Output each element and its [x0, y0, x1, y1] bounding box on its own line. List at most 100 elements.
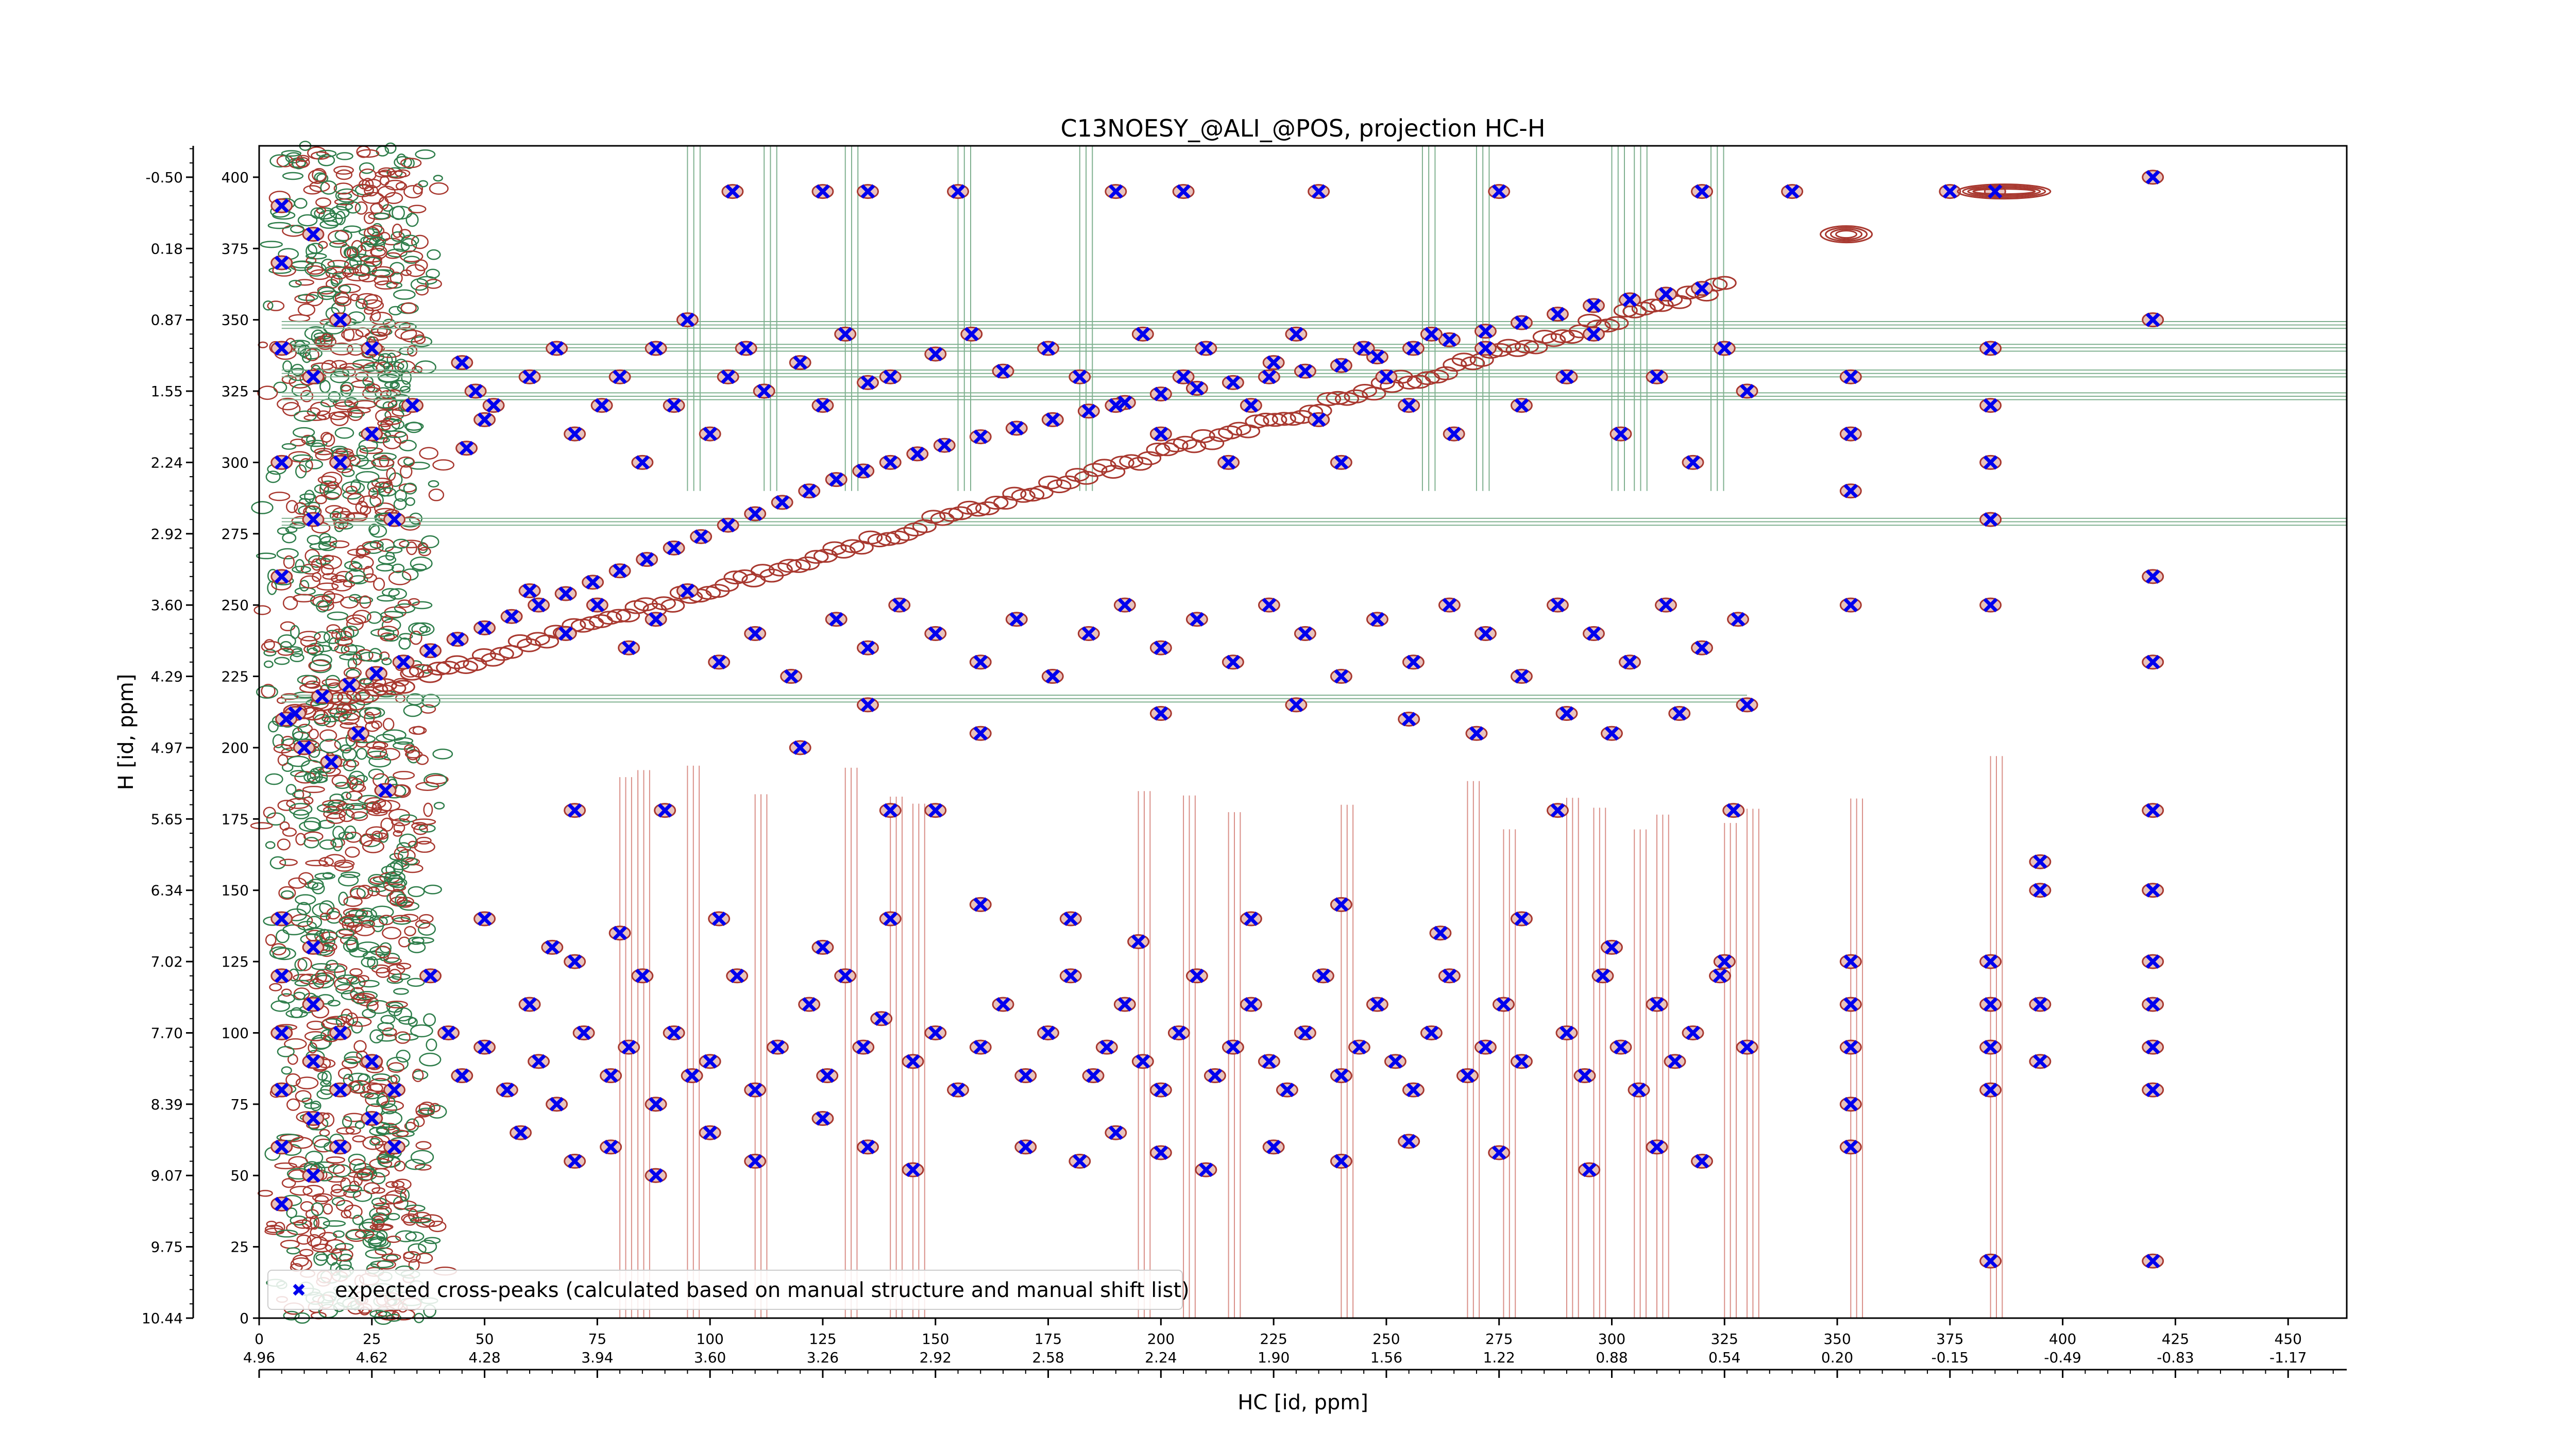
peak-marker: [973, 429, 988, 444]
noise-contour: [273, 381, 287, 393]
noise-contour: [357, 991, 378, 1000]
noise-contour: [404, 1121, 416, 1131]
noise-contour: [343, 939, 359, 953]
noise-contour: [311, 1243, 333, 1253]
diagonal-contour: [427, 662, 451, 676]
noise-contour: [328, 707, 349, 715]
noise-contour: [295, 559, 305, 572]
noise-contour: [369, 237, 386, 246]
diagonal-contour: [1604, 316, 1629, 330]
peak-marker: [2145, 1040, 2160, 1055]
peak-marker: [1843, 1040, 1858, 1055]
noise-contour: [411, 234, 429, 249]
noise-contour: [317, 154, 335, 166]
noise-contour: [403, 1215, 417, 1226]
noise-contour: [382, 318, 396, 328]
diagonal-contour: [1011, 488, 1036, 503]
noise-contour: [412, 726, 425, 735]
noise-contour: [408, 840, 418, 849]
noise-contour: [401, 370, 412, 385]
noise-contour: [265, 470, 281, 483]
peak-marker: [1478, 324, 1493, 339]
noise-contour: [418, 1107, 435, 1115]
noise-contour: [367, 746, 387, 759]
legend-box: [267, 1270, 1183, 1310]
peak-marker: [477, 412, 492, 427]
noise-contour: [364, 184, 379, 197]
noise-contour: [358, 1073, 371, 1085]
noise-contour: [385, 1000, 408, 1008]
peak-marker: [802, 997, 817, 1012]
noise-contour: [315, 450, 332, 461]
noise-contour: [310, 972, 332, 985]
noise-contour: [376, 1034, 397, 1042]
noise-contour: [299, 820, 321, 832]
peak-marker: [567, 803, 582, 818]
diagonal-contour: [750, 564, 775, 578]
x-ppm-tick-label: 4.96: [243, 1349, 275, 1366]
noise-contour: [338, 809, 355, 822]
noise-contour: [365, 179, 381, 189]
noise-contour: [278, 886, 296, 900]
noise-contour: [361, 920, 376, 928]
noise-contour: [333, 711, 348, 722]
peak-marker: [703, 1125, 718, 1140]
noise-contour: [384, 192, 403, 204]
noise-contour: [394, 489, 407, 502]
noise-contour: [415, 149, 436, 160]
noise-contour: [297, 214, 318, 227]
peak-marker: [1560, 369, 1574, 384]
peak-marker: [860, 375, 875, 390]
peak-marker: [423, 643, 438, 658]
peak-marker: [1442, 332, 1457, 347]
noise-contour: [418, 547, 431, 557]
peak-marker: [1072, 1154, 1087, 1169]
x-axis-label: HC [id, ppm]: [1238, 1391, 1368, 1414]
noise-contour: [382, 480, 394, 494]
noise-contour: [263, 639, 275, 650]
peak-marker: [906, 1162, 920, 1177]
noise-contour: [342, 1116, 352, 1128]
noise-contour: [362, 1008, 376, 1019]
noise-contour: [369, 1126, 389, 1136]
noise-contour: [386, 467, 396, 481]
noise-contour: [306, 1020, 325, 1031]
peak-marker: [454, 1068, 469, 1083]
diagonal-contour: [1038, 475, 1063, 490]
peak-marker: [748, 507, 762, 521]
noise-contour: [344, 561, 361, 570]
noise-contour: [386, 167, 403, 178]
noise-contour: [354, 201, 368, 215]
noise-contour: [400, 464, 413, 479]
noise-contour: [336, 152, 353, 160]
peak-marker: [333, 1083, 348, 1098]
noise-contour: [288, 877, 307, 889]
noise-contour: [318, 819, 335, 829]
noise-contour: [393, 830, 403, 837]
noise-contour: [376, 1206, 392, 1216]
peak-marker: [1433, 925, 1448, 940]
peak-marker: [1357, 341, 1371, 356]
diagonal-contour: [1317, 392, 1342, 406]
noise-contour: [428, 488, 445, 501]
noise-contour: [257, 1190, 273, 1197]
peak-marker: [1478, 1040, 1493, 1055]
noise-contour: [378, 555, 397, 565]
peak-marker: [1983, 512, 1998, 527]
x-index-tick-label: 275: [1485, 1330, 1513, 1347]
peak-marker: [874, 1011, 889, 1026]
noise-contour: [373, 1203, 390, 1210]
noise-contour: [335, 1200, 353, 1212]
noise-contour: [359, 980, 380, 988]
peak-marker: [1208, 1068, 1223, 1083]
peak-marker: [274, 198, 289, 213]
noise-contour: [311, 1202, 324, 1216]
noise-contour: [329, 240, 348, 248]
noise-contour: [357, 149, 380, 158]
noise-contour: [294, 789, 304, 800]
y-index-tick-label: 350: [222, 312, 249, 329]
peak-marker: [1785, 184, 1800, 199]
noise-contour: [366, 801, 381, 813]
peak-marker: [1334, 1154, 1349, 1169]
